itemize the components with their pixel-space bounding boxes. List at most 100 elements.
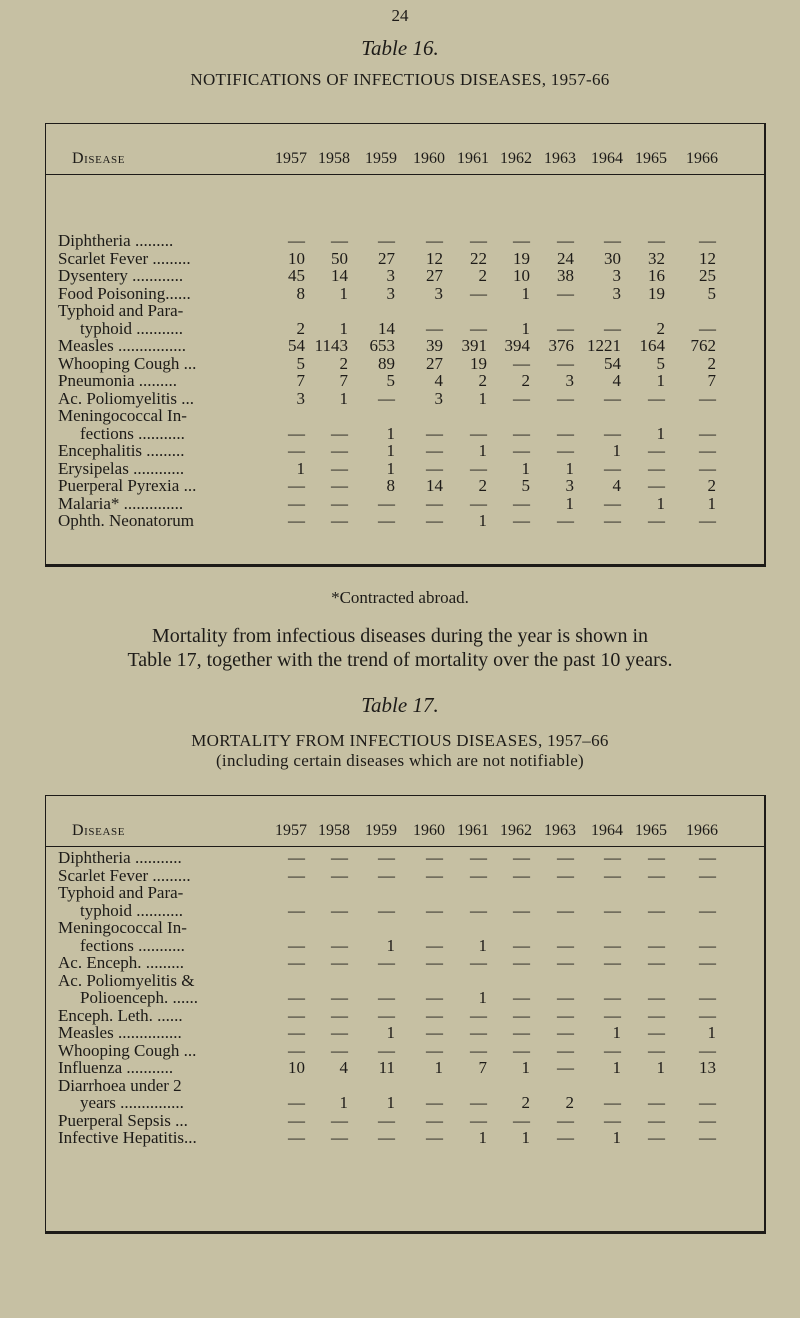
cell-1959: 27: [378, 248, 395, 268]
cell-1960: —: [426, 865, 443, 885]
table-row: Food Poisoning...... 8 1 3 3 — 1 — 3 19 5: [46, 283, 764, 303]
row-label: Meningococcal In-: [58, 918, 187, 937]
cell-1965: —: [648, 511, 665, 530]
table-row: Ac. Poliomyelitis ... 3 1 — 3 1 — — — — —: [46, 388, 764, 408]
cell-1963: —: [557, 353, 574, 373]
cell-1959: —: [378, 953, 395, 972]
cell-1958: —: [331, 493, 348, 513]
year-header-1966: 1966: [686, 150, 718, 167]
cell-1964: —: [604, 1110, 621, 1130]
cell-1962: —: [513, 511, 530, 530]
cell-1959: —: [378, 848, 395, 867]
table-17-subtitle: (including certain diseases which are no…: [215, 751, 585, 770]
cell-1966: —: [699, 318, 716, 338]
table-row: Ac. Poliomyelitis & Polioenceph. ...... — —…: [46, 971, 764, 1007]
table-row: Ophth. Neonatorum — — — — 1 — — — — —: [46, 512, 764, 530]
paragraph-line-2: Table 17, together with the trend of mor…: [127, 649, 673, 671]
table-row: Diphtheria ......... — — — — — — — — — —: [46, 232, 764, 250]
year-header-1959: 1959: [365, 822, 397, 839]
cell-1962: —: [513, 988, 530, 1007]
cell-1958: —: [331, 1128, 348, 1147]
cell-1965: —: [648, 935, 665, 955]
cell-1958: 1: [339, 283, 349, 303]
cell-1962: —: [513, 353, 530, 373]
cell-1964: —: [604, 988, 621, 1007]
row-label: Whooping Cough ...: [58, 1040, 197, 1060]
cell-1964: —: [604, 493, 621, 513]
cell-1966: 5: [707, 283, 717, 303]
cell-1966: —: [699, 511, 716, 530]
cell-1962: —: [513, 231, 530, 250]
row-label: years ...............: [80, 1093, 184, 1112]
cell-1960: 4: [434, 371, 444, 390]
cell-1964: 54: [604, 353, 621, 373]
cell-1960: —: [426, 231, 443, 250]
cell-1960: —: [426, 493, 443, 513]
cell-1961: 2: [478, 371, 488, 390]
cell-1966: 13: [699, 1058, 716, 1077]
cell-1964: 4: [612, 476, 622, 495]
table-row: Diarrhoea under 2 years ............... — 1…: [46, 1076, 764, 1112]
cell-1961: —: [470, 900, 487, 920]
cell-1964: 1221: [587, 336, 621, 355]
cell-1957: 10: [288, 248, 305, 268]
year-header-1964: 1964: [591, 822, 623, 839]
cell-1962: 1: [521, 1128, 531, 1147]
cell-1961: —: [470, 1040, 487, 1060]
cell-1959: 5: [386, 371, 396, 390]
cell-1957: —: [288, 988, 305, 1007]
cell-1959: —: [378, 388, 395, 408]
row-label: Puerperal Sepsis ...: [58, 1110, 188, 1130]
cell-1958: —: [331, 476, 348, 495]
cell-1964: —: [604, 1005, 621, 1025]
year-header-1963: 1963: [544, 822, 576, 839]
cell-1958: 1: [339, 1093, 349, 1112]
cell-1959: —: [378, 1040, 395, 1060]
cell-1965: —: [648, 988, 665, 1007]
cell-1964: —: [604, 900, 621, 920]
cell-1965: —: [648, 458, 665, 478]
cell-1966: 2: [707, 476, 717, 495]
cell-1957: —: [288, 865, 305, 885]
cell-1965: —: [648, 953, 665, 972]
cell-1962: —: [513, 1023, 530, 1042]
cell-1959: 3: [386, 283, 396, 303]
cell-1961: —: [470, 283, 487, 303]
table-row: Typhoid and Para-typhoid ........... — — — —…: [46, 884, 764, 919]
cell-1961: 2: [478, 266, 488, 285]
cell-1962: —: [513, 865, 530, 885]
cell-1963: —: [557, 935, 574, 955]
table-row: Infective Hepatitis... — — — — 1 1 — 1 — —: [46, 1129, 764, 1147]
cell-1960: 14: [426, 476, 443, 495]
cell-1959: 8: [386, 476, 396, 495]
cell-1961: 2: [478, 476, 488, 495]
year-header-1962: 1962: [500, 150, 532, 167]
cell-1966: —: [699, 423, 716, 443]
cell-1966: 25: [699, 266, 716, 285]
cell-1960: 39: [426, 336, 443, 355]
cell-1959: 89: [378, 353, 395, 373]
cell-1958: —: [331, 1110, 348, 1130]
cell-1964: 30: [604, 248, 621, 268]
cell-1957: —: [288, 493, 305, 513]
table-row: Dysentery ............ 45 14 3 27 2 10 38 3 16 25: [46, 267, 764, 285]
cell-1964: 1: [612, 1058, 622, 1077]
row-label: Dysentery ............: [58, 266, 184, 285]
cell-1957: 8: [296, 283, 306, 303]
cell-1963: —: [557, 441, 574, 460]
cell-1958: —: [331, 441, 348, 460]
cell-1960: —: [426, 511, 443, 530]
cell-1964: —: [604, 953, 621, 972]
cell-1966: —: [699, 865, 716, 885]
row-label: fections ...........: [80, 935, 185, 955]
cell-1965: 1: [656, 1058, 666, 1077]
cell-1961: 1: [478, 441, 488, 460]
row-label: Typhoid and Para-: [58, 883, 184, 902]
cell-1966: —: [699, 458, 716, 478]
cell-1963: 38: [557, 266, 574, 285]
year-header-1965: 1965: [635, 150, 667, 167]
cell-1957: —: [288, 953, 305, 972]
cell-1966: —: [699, 848, 716, 867]
cell-1963: —: [557, 388, 574, 408]
cell-1957: —: [288, 900, 305, 920]
